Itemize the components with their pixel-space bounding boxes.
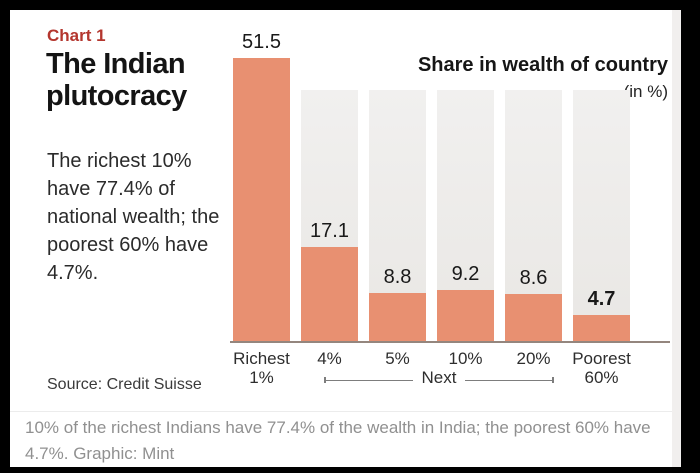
bar	[233, 58, 290, 341]
bar-value-label: 17.1	[310, 220, 349, 242]
bar-value-label: 51.5	[242, 31, 281, 53]
bracket-left-line	[326, 379, 413, 381]
bar	[369, 293, 426, 341]
x-tick-label: Richest 1%	[233, 349, 290, 387]
bar	[437, 290, 494, 341]
chart-summary-text: The richest 10% have 77.4% of national w…	[47, 150, 220, 284]
bar	[301, 247, 358, 341]
bar-value-label: 4.7	[587, 288, 616, 310]
x-tick-label: 4%	[317, 349, 342, 368]
bracket-right-line	[465, 379, 552, 381]
x-tick-label: 5%	[385, 349, 410, 368]
bar-track	[573, 90, 630, 341]
chart-headline: The Indian plutocracy	[46, 48, 187, 112]
bar	[505, 294, 562, 341]
x-tick-label: Poorest 60%	[572, 349, 631, 387]
caption-text: 10% of the richest Indians have 77.4% of…	[25, 418, 651, 463]
x-tick-label: 20%	[516, 349, 551, 368]
bar-chart: Share in wealth of country (in %) Next 5…	[10, 10, 681, 467]
chart-kicker: Chart 1	[47, 26, 106, 45]
bracket-label: Next	[421, 368, 457, 387]
bar	[573, 315, 630, 341]
bracket-left-tick	[324, 377, 326, 383]
x-axis-line	[230, 341, 670, 343]
next-group-bracket: Next	[324, 368, 554, 388]
chart-unit-label: (in %)	[623, 82, 668, 101]
bracket-right-tick	[552, 377, 554, 383]
chart-image-bottom-edge	[10, 411, 672, 412]
graphic-panel: Chart 1 The Indian plutocracy The riches…	[10, 10, 681, 467]
bar-value-label: 8.8	[383, 266, 412, 288]
source-credit: Source: Credit Suisse	[47, 376, 202, 393]
bar-value-label: 9.2	[451, 263, 480, 285]
x-tick-label: 10%	[448, 349, 483, 368]
chart-image-right-edge	[672, 10, 681, 467]
bar-value-label: 8.6	[519, 267, 548, 289]
chart-title: Share in wealth of country	[417, 54, 668, 76]
